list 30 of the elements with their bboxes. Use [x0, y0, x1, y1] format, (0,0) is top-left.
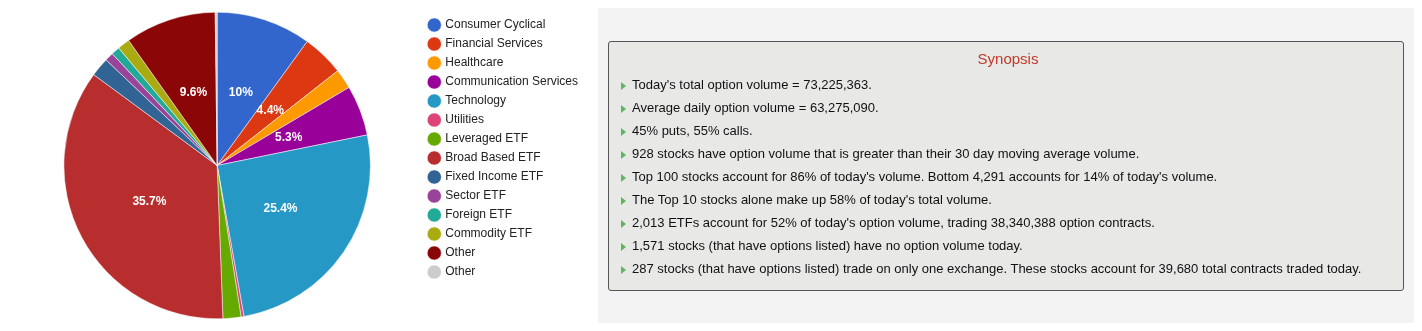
text: The Top 10 stocks alone make up 58% of today's total volume.: [632, 191, 992, 207]
text: Average daily option volume = 63,275,090.: [632, 99, 879, 115]
legend-label: Sector ETF: [445, 188, 506, 203]
legend-label: Other: [445, 245, 476, 260]
legend-label: Technology: [445, 93, 506, 108]
legend-label: Financial Services: [445, 36, 543, 51]
legend-label: Leveraged ETF: [445, 131, 528, 146]
legend-label: Other: [445, 264, 476, 279]
data-label: 25.4%: [263, 200, 298, 215]
data-label: 10%: [228, 84, 254, 99]
text: Synopsis: [976, 49, 1040, 67]
legend-label: Communication Services: [445, 74, 578, 89]
legend-label: Utilities: [445, 112, 484, 127]
data-label: 5.3%: [274, 130, 303, 145]
data-label: 35.7%: [132, 193, 167, 208]
text: Top 100 stocks account for 86% of today's volume. Bottom 4,291 accounts for 14% of today's volume.: [632, 168, 1218, 184]
text: 287 stocks (that have options listed) trade on only one exchange. These stocks account for 39,680 total contracts traded today.: [632, 260, 1362, 276]
text: Today's total option volume = 73,225,363.: [632, 76, 872, 92]
text: 1,571 stocks (that have options listed) have no option volume today.: [632, 237, 1023, 253]
legend-label: Healthcare: [445, 55, 504, 70]
legend-label: Fixed Income ETF: [445, 169, 544, 184]
legend-label: Commodity ETF: [445, 226, 532, 241]
text: 2,013 ETFs account for 52% of today's option volume, trading 38,340,388 option contracts.: [632, 214, 1155, 230]
legend-label: Foreign ETF: [445, 207, 512, 222]
data-label: 9.6%: [179, 84, 208, 99]
legend-label: Broad Based ETF: [445, 150, 541, 165]
text: 928 stocks have option volume that is greater than their 30 day moving average volume.: [632, 145, 1140, 161]
text: 45% puts, 55% calls.: [632, 122, 753, 138]
legend-label: Consumer Cyclical: [445, 17, 546, 32]
data-label: 4.4%: [256, 102, 285, 117]
